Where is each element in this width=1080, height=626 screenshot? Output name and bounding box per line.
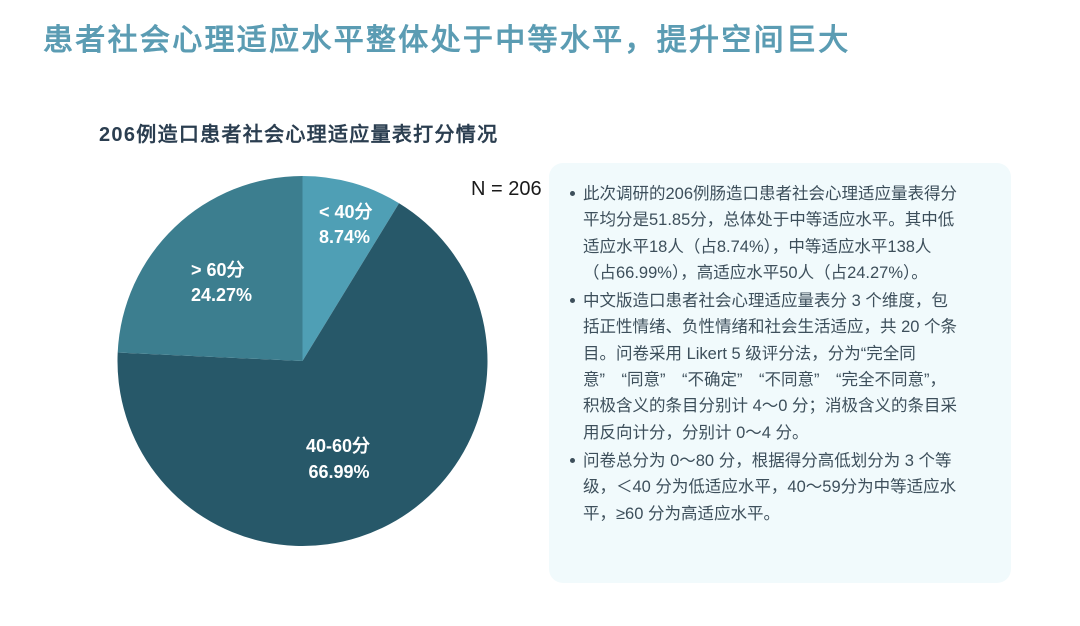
svg-text:24.27%: 24.27% (191, 285, 252, 305)
svg-text:> 60分: > 60分 (191, 260, 245, 280)
svg-text:< 40分: < 40分 (319, 202, 373, 222)
svg-text:66.99%: 66.99% (308, 462, 369, 482)
svg-text:40-60分: 40-60分 (306, 436, 370, 456)
svg-text:8.74%: 8.74% (319, 227, 370, 247)
